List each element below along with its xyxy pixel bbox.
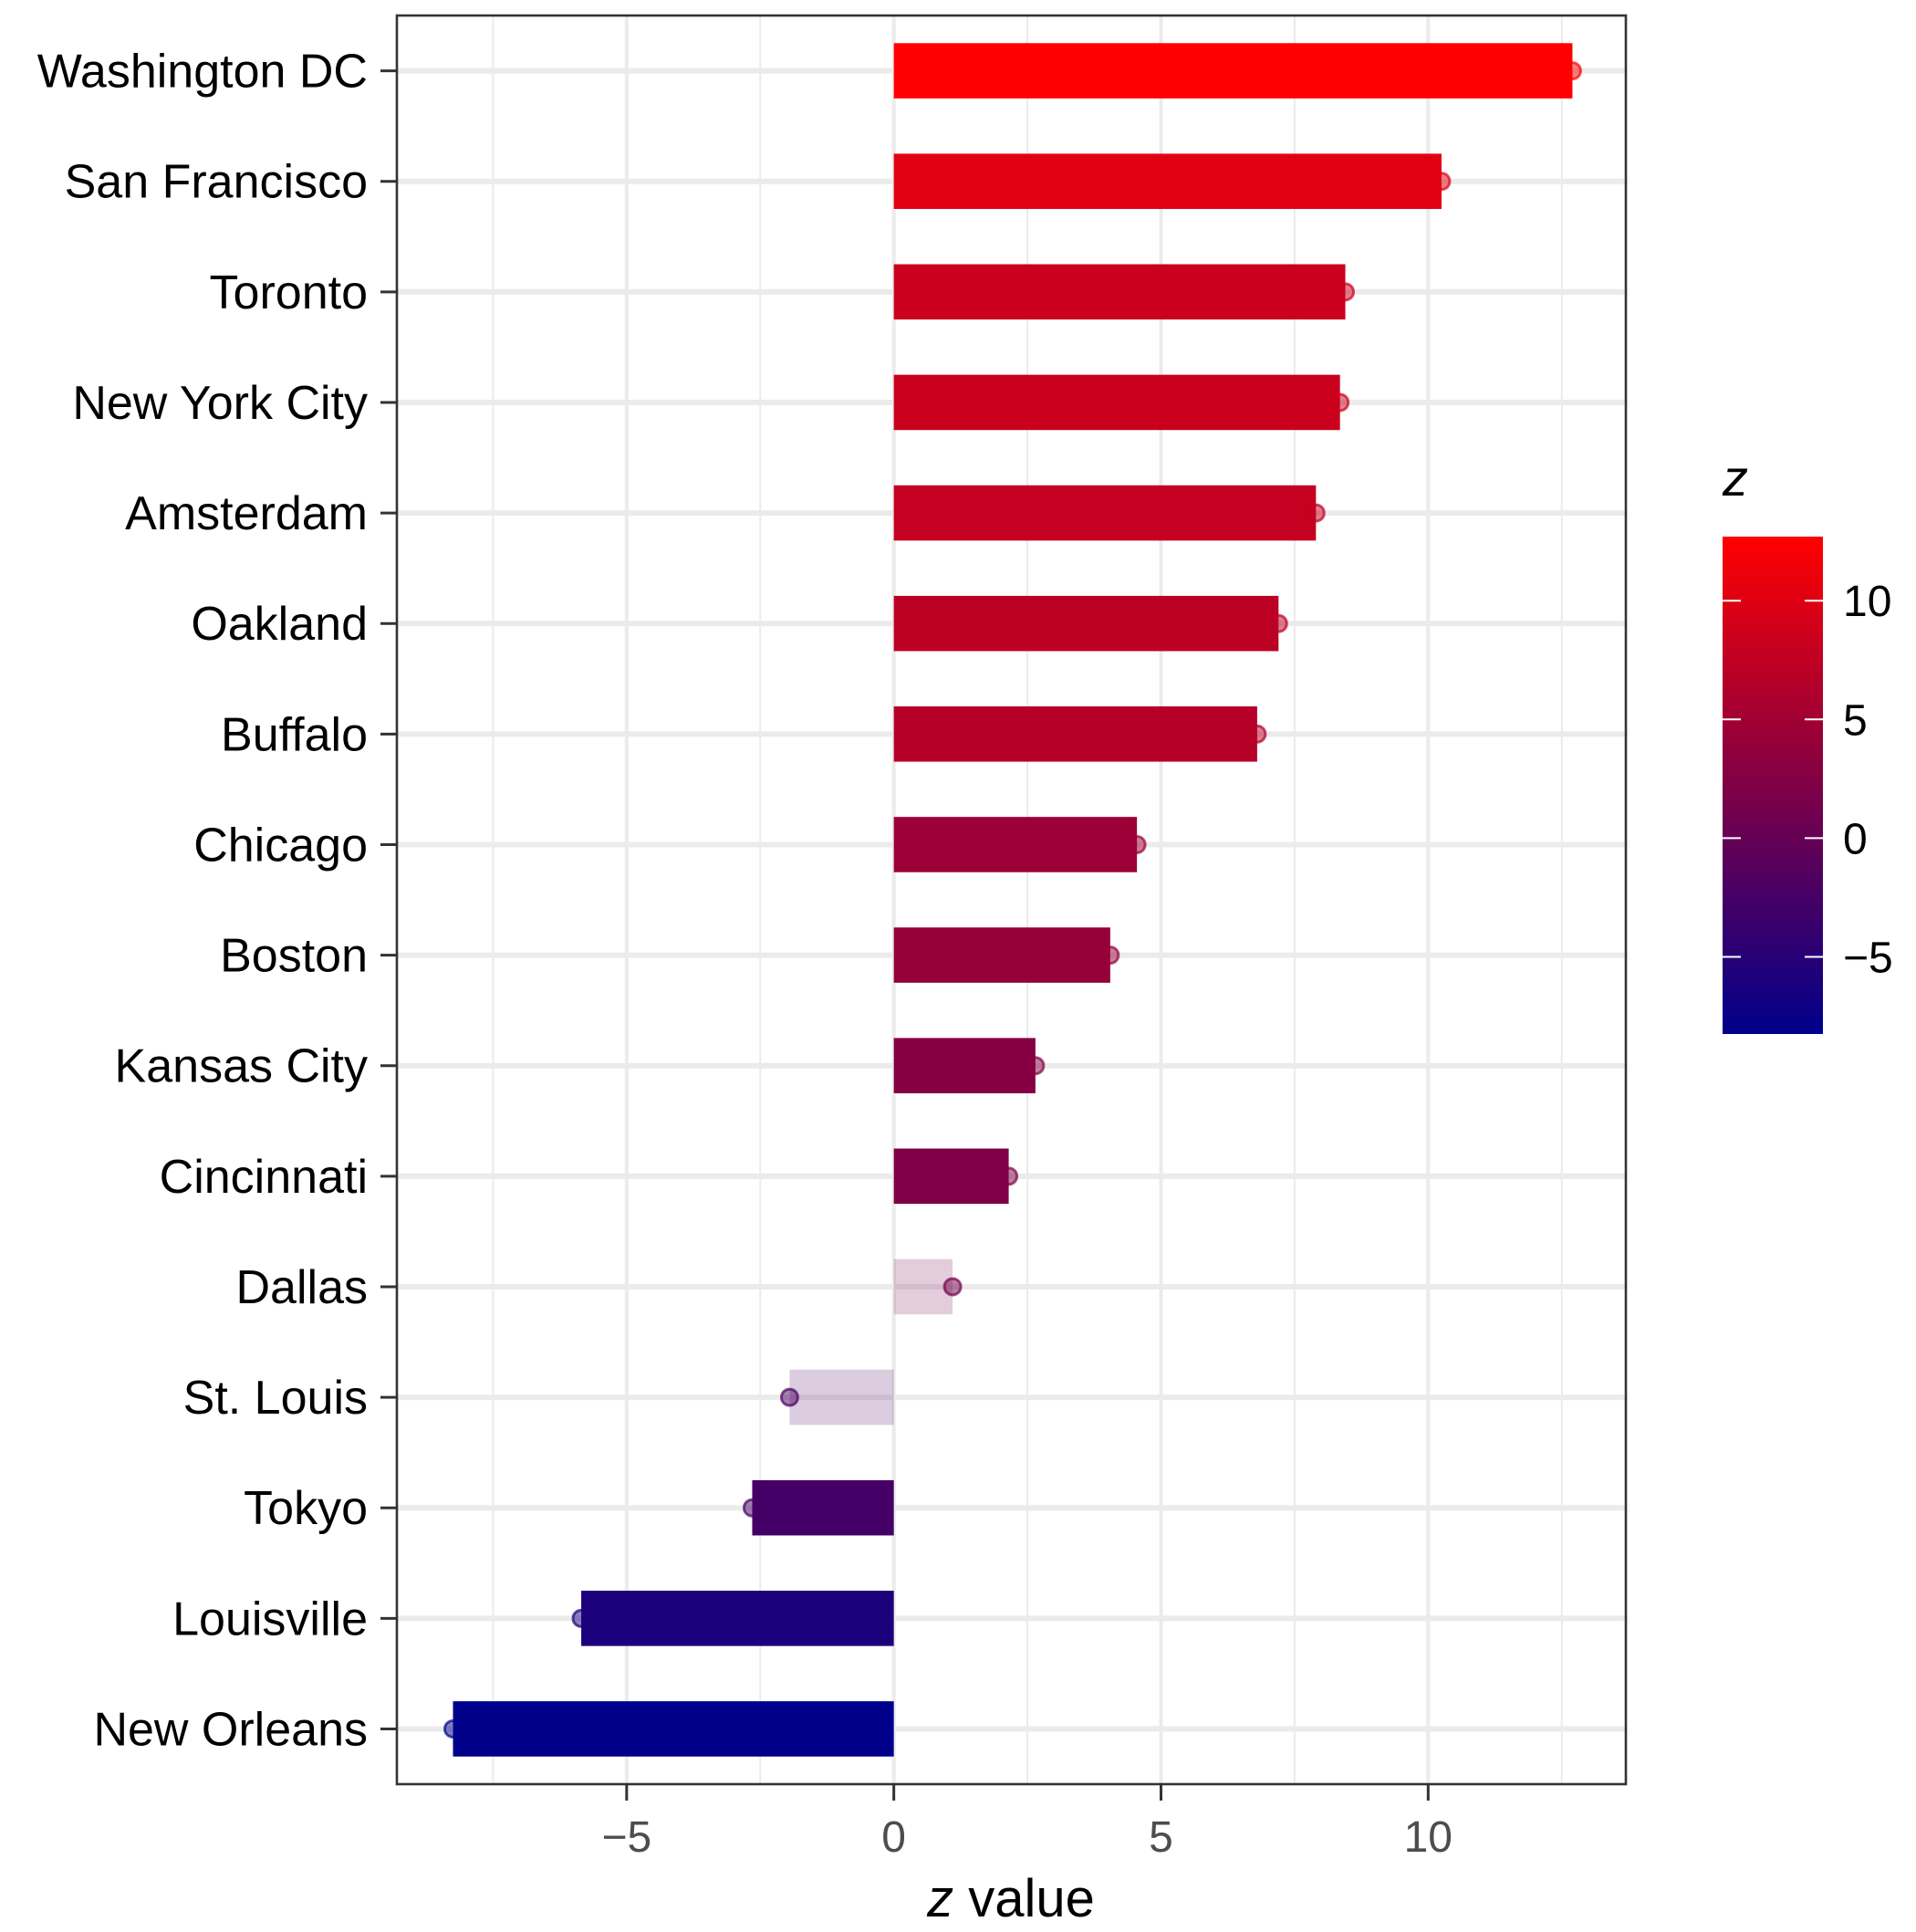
plot-panel [395,14,1628,1786]
bar-cincinnati [893,1148,1009,1205]
bar-st-louis [789,1369,894,1426]
y-tick-label: New Orleans [93,1703,368,1756]
bar-louisville [581,1591,894,1646]
point-dallas [942,1277,963,1297]
legend-tick-label: 5 [1843,696,1868,745]
legend-tick-label: 10 [1843,578,1891,626]
point-toronto [1336,282,1356,302]
point-washington-dc [1562,61,1582,81]
y-tick-label: Chicago [193,819,368,872]
y-tick-label: Buffalo [221,708,368,761]
x-axis: −5 0 5 10 [601,1784,1453,1862]
bar-san-francisco [893,153,1442,209]
bar-buffalo [893,706,1257,762]
x-tick-label: 10 [1404,1813,1453,1862]
y-tick-label: Tokyo [244,1482,368,1535]
point-san-francisco [1432,172,1452,192]
color-legend: z −5 0 5 10 [1722,449,1893,1034]
bar-toronto [893,264,1346,320]
point-new-orleans [443,1718,463,1739]
point-cincinnati [999,1166,1019,1186]
bar-oakland [893,595,1279,652]
legend-colorbar [1723,537,1823,1034]
point-st-louis [779,1387,799,1407]
y-tick-label: San Francisco [65,156,368,209]
bar-chicago [893,817,1138,872]
y-tick-label: New York City [72,377,368,430]
points [443,61,1582,1739]
bar-amsterdam [893,485,1317,541]
legend-tick-label: 0 [1843,815,1868,863]
point-kansas-city [1026,1056,1046,1076]
bar-kansas-city [893,1038,1036,1093]
point-boston [1100,945,1120,966]
bar-washington-dc [893,43,1573,99]
bar-tokyo [752,1479,894,1536]
bar-boston [893,927,1110,983]
x-tick-label: 5 [1149,1813,1173,1862]
bar-new-york-city [893,374,1340,431]
legend-ticks: −5 0 5 10 [1723,578,1893,982]
point-amsterdam [1306,503,1326,523]
bar-dallas [893,1258,953,1315]
point-new-york-city [1330,392,1350,413]
x-axis-title-italic: z [926,1869,953,1928]
y-tick-label: Amsterdam [125,487,368,540]
x-axis-title-rest: value [953,1869,1095,1928]
y-tick-label: Toronto [210,266,368,319]
point-tokyo [742,1498,762,1518]
legend-title: z [1722,449,1748,506]
x-tick-label: −5 [601,1813,651,1862]
y-tick-label: Louisville [172,1593,368,1645]
x-tick-label: 0 [881,1813,906,1862]
panel-border [395,14,1628,1786]
point-louisville [571,1608,591,1628]
legend-tick-label: −5 [1843,934,1893,982]
point-chicago [1127,834,1147,854]
x-axis-title: z value [926,1869,1095,1928]
y-tick-label: St. Louis [183,1372,368,1425]
y-tick-label: Dallas [236,1261,369,1314]
y-tick-label: Cincinnati [160,1151,368,1204]
y-tick-label: Boston [220,930,368,983]
y-tick-label: Kansas City [115,1040,368,1093]
point-oakland [1268,613,1288,633]
bars [453,43,1573,1757]
bar-new-orleans [453,1701,894,1757]
y-axis: Washington DC San Francisco Toronto New Yor… [37,46,397,1756]
y-tick-label: Washington DC [37,46,368,99]
y-tick-label: Oakland [191,598,368,651]
point-buffalo [1247,724,1267,744]
